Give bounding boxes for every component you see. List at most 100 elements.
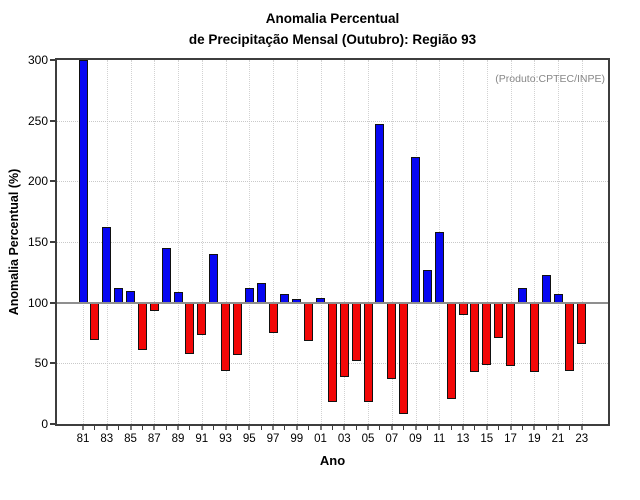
x-tick-label-85: 85	[124, 433, 137, 445]
x-tick-1988	[165, 424, 167, 430]
x-tick-label-05: 05	[361, 433, 375, 445]
bar-2011	[434, 232, 444, 303]
x-tick-label-17: 17	[504, 433, 517, 445]
x-tick-label-83: 83	[100, 433, 114, 445]
y-tick-100	[50, 301, 57, 304]
y-tick-label-50: 50	[34, 356, 48, 371]
x-tick-label-97: 97	[266, 433, 280, 445]
bar-1994	[232, 302, 242, 355]
x-tick-1983	[105, 424, 108, 430]
bar-2009	[411, 157, 421, 303]
bar-1987	[149, 302, 159, 312]
bar-2005	[363, 302, 373, 403]
x-tick-1985	[129, 424, 132, 430]
x-tick-2020	[545, 424, 547, 430]
bar-1986	[137, 302, 147, 350]
y-tick-200	[50, 180, 57, 183]
h-gridline-200	[57, 181, 608, 183]
bar-2012	[446, 302, 456, 399]
x-tick-label-93: 93	[219, 433, 232, 445]
x-tick-2012	[450, 424, 452, 430]
chart-title: Anomalia Percentual de Precipitação Mens…	[25, 8, 640, 50]
bar-1982	[90, 302, 100, 341]
x-tick-2016	[498, 424, 500, 430]
bar-1984	[114, 288, 124, 303]
x-tick-1989	[177, 424, 179, 430]
x-axis-label: Ano	[319, 453, 346, 468]
x-tick-1994	[236, 424, 238, 430]
x-tick-2017	[509, 424, 512, 430]
bar-2022	[565, 302, 575, 371]
x-tick-2011	[438, 424, 441, 430]
x-tick-2022	[569, 424, 571, 430]
bar-2013	[458, 302, 468, 315]
x-tick-1997	[272, 424, 275, 430]
bar-2006	[375, 124, 385, 303]
bar-2008	[399, 302, 409, 415]
bar-1981	[78, 60, 88, 303]
x-tick-2006	[379, 424, 381, 430]
x-tick-1992	[213, 424, 215, 430]
x-tick-label-03: 03	[337, 433, 351, 445]
x-tick-1991	[200, 424, 203, 430]
y-tick-150	[50, 241, 57, 243]
x-tick-2009	[414, 424, 417, 430]
bar-2000	[304, 302, 314, 342]
x-tick-label-81: 81	[76, 433, 90, 445]
x-tick-label-01: 01	[314, 433, 327, 445]
bar-1983	[102, 227, 112, 303]
x-tick-label-23: 23	[575, 433, 589, 445]
x-tick-1993	[224, 424, 227, 430]
x-tick-1996	[260, 424, 262, 430]
bar-2017	[506, 302, 516, 366]
x-tick-1995	[248, 424, 251, 430]
y-tick-label-0: 0	[41, 417, 48, 431]
x-tick-2018	[521, 424, 523, 430]
y-tick-label-150: 150	[27, 235, 48, 249]
bar-2020	[541, 274, 551, 303]
chart-title-line1: Anomalia Percentual	[265, 11, 400, 26]
bar-1995	[244, 288, 254, 303]
x-tick-1984	[118, 424, 120, 430]
x-tick-2015	[485, 424, 488, 430]
x-tick-label-13: 13	[456, 433, 470, 445]
x-tick-label-87: 87	[147, 433, 161, 445]
x-tick-label-21: 21	[551, 433, 565, 445]
x-tick-2021	[557, 424, 560, 430]
x-tick-2002	[331, 424, 333, 430]
x-tick-label-19: 19	[527, 433, 541, 445]
x-tick-1999	[295, 424, 298, 430]
x-tick-2019	[533, 424, 536, 430]
x-tick-label-07: 07	[385, 433, 399, 445]
y-tick-label-300: 300	[27, 53, 48, 67]
bar-2019	[529, 302, 539, 372]
bar-2014	[470, 302, 480, 372]
x-tick-2004	[355, 424, 357, 430]
h-gridline-250	[57, 120, 608, 122]
x-tick-label-95: 95	[242, 433, 256, 445]
x-tick-label-09: 09	[409, 433, 422, 445]
y-tick-300	[50, 59, 57, 61]
x-tick-1986	[141, 424, 143, 430]
y-tick-250	[50, 119, 57, 122]
x-tick-2008	[403, 424, 405, 430]
source-annotation: (Produto:CPTEC/INPE)	[495, 73, 605, 85]
bar-2023	[577, 302, 587, 344]
x-tick-2023	[580, 424, 583, 430]
x-tick-2003	[343, 424, 346, 430]
x-tick-label-89: 89	[171, 433, 185, 445]
x-tick-2007	[390, 424, 393, 430]
x-tick-1990	[189, 424, 191, 430]
bar-2004	[351, 302, 361, 361]
y-tick-0	[50, 423, 57, 425]
x-tick-2001	[319, 424, 322, 430]
bar-2002	[327, 302, 337, 403]
x-tick-1982	[94, 424, 96, 430]
bar-1992	[209, 254, 219, 303]
bar-2018	[517, 288, 527, 303]
h-gridline-150	[57, 242, 608, 243]
chart-title-line2: de Precipitação Mensal (Outubro): Região…	[188, 32, 477, 47]
x-tick-1981	[82, 424, 84, 430]
y-tick-50	[50, 362, 57, 365]
